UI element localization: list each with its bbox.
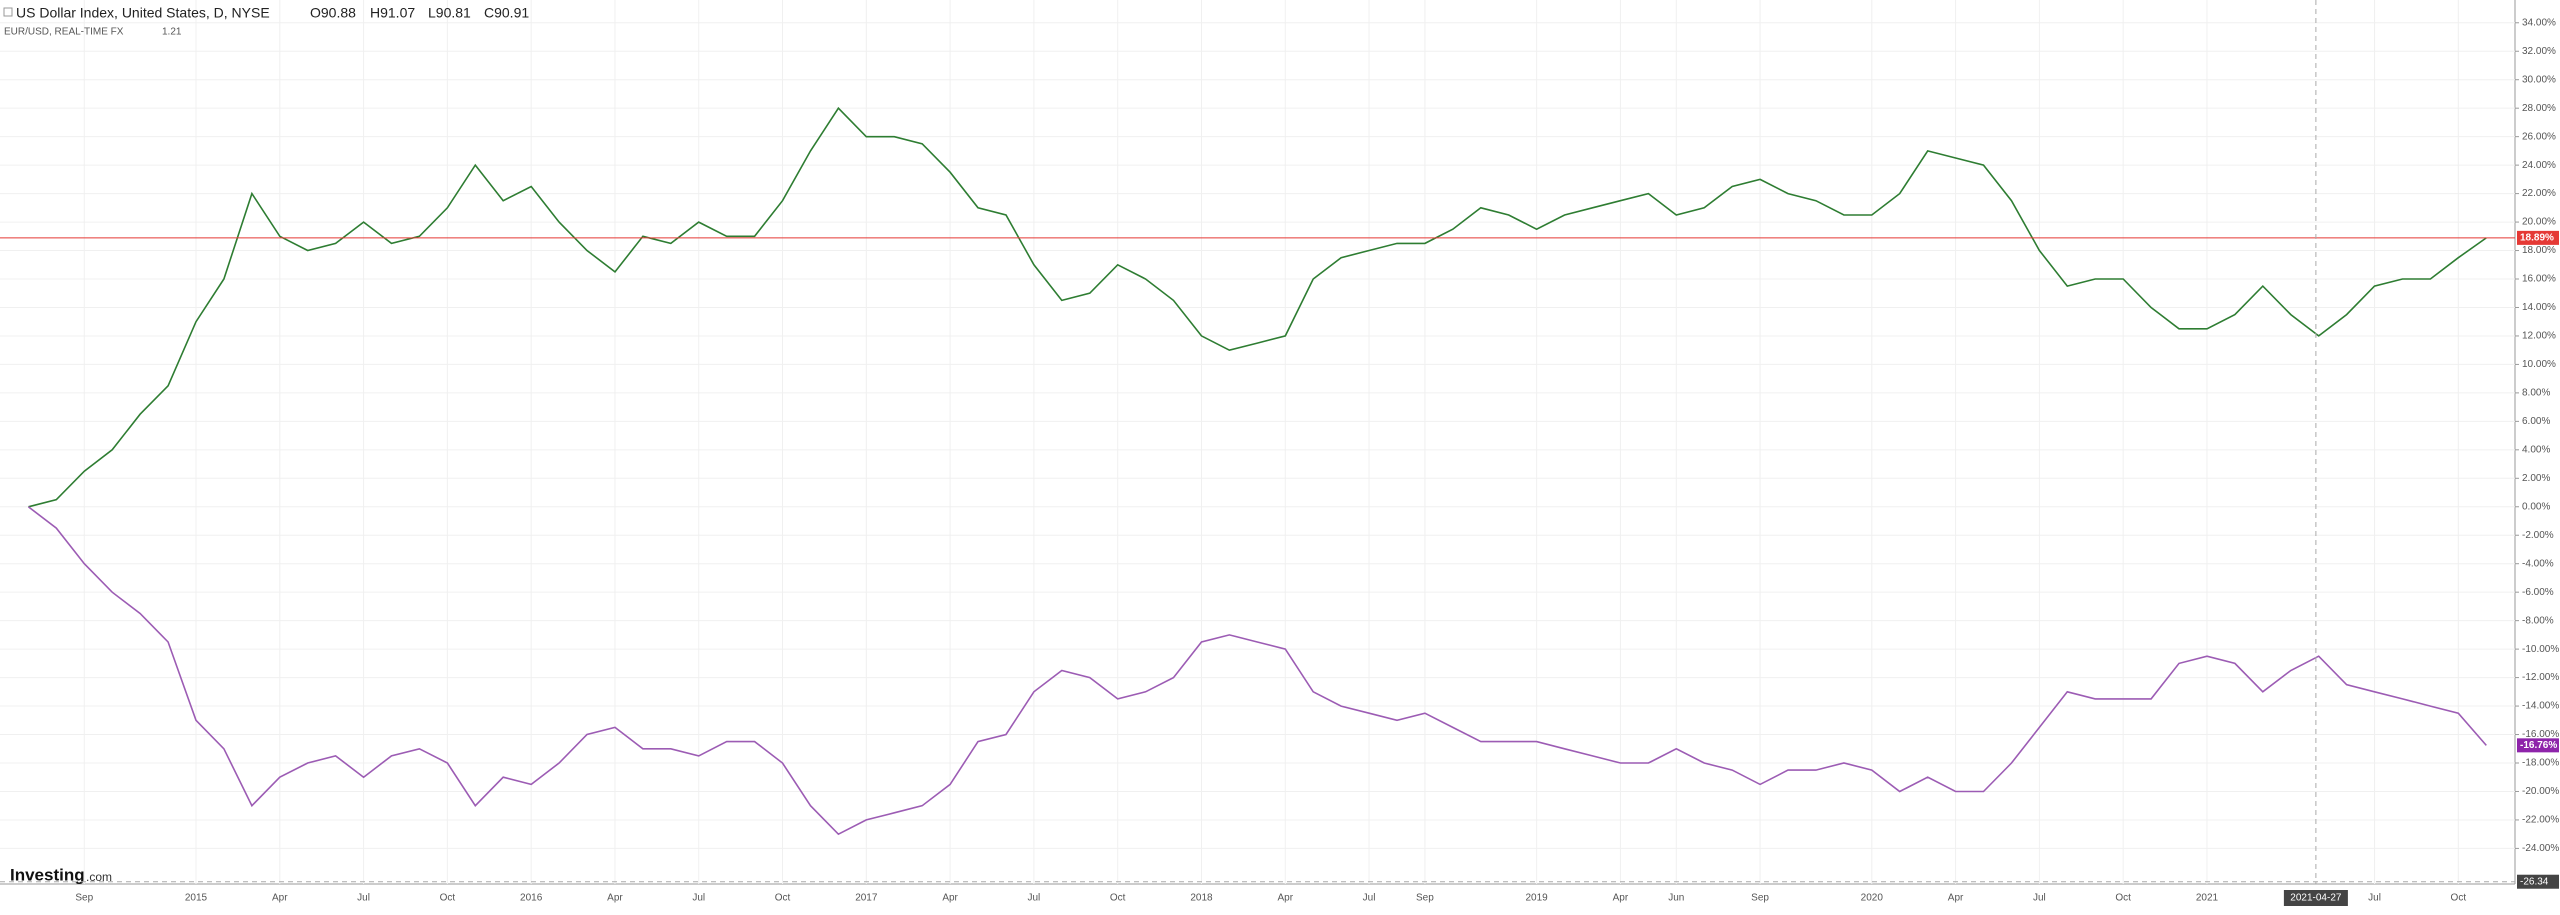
x-tick-label: Apr: [1277, 893, 1293, 904]
x-tick-label: 2019: [1526, 893, 1549, 904]
x-tick-label: Jul: [2368, 893, 2381, 904]
collapse-icon[interactable]: [3, 7, 13, 17]
y-tick-label: 20.00%: [2522, 217, 2556, 228]
series-line: [27, 506, 2487, 836]
x-tick-label: Jul: [357, 893, 370, 904]
y-tick-label: -2.00%: [2522, 530, 2554, 541]
ohlc-high: H91.07: [370, 5, 415, 21]
last-value-label: 18.89%: [2520, 233, 2554, 244]
ohlc-open: O90.88: [310, 5, 356, 21]
x-tick-label: Apr: [1613, 893, 1629, 904]
legend: US Dollar Index, United States, D, NYSE …: [3, 5, 529, 38]
x-tick-label: Oct: [1110, 893, 1126, 904]
x-tick-label: 2020: [1861, 893, 1884, 904]
x-tick-label: Oct: [440, 893, 456, 904]
x-tick-label: Oct: [2451, 893, 2467, 904]
x-tick-label: Apr: [272, 893, 288, 904]
x-tick-label: Jul: [1028, 893, 1041, 904]
y-tick-label: 12.00%: [2522, 331, 2556, 342]
y-tick-label: 28.00%: [2522, 103, 2556, 114]
y-tick-label: -6.00%: [2522, 587, 2554, 598]
plot: [27, 106, 2487, 836]
compare-name: EUR/USD, REAL-TIME FX: [4, 27, 124, 38]
y-tick-label: 14.00%: [2522, 302, 2556, 313]
x-tick-label: Oct: [2115, 893, 2131, 904]
y-tick-label: 16.00%: [2522, 274, 2556, 285]
x-tick-label: Jul: [2033, 893, 2046, 904]
grid: [0, 0, 2515, 884]
compare-value: 1.21: [162, 27, 182, 38]
y-tick-label: 18.00%: [2522, 245, 2556, 256]
y-tick-label: 32.00%: [2522, 46, 2556, 57]
series-line: [28, 106, 2487, 508]
logo: Investing .com: [10, 865, 112, 884]
y-tick-label: 30.00%: [2522, 74, 2556, 85]
logo-suffix: .com: [86, 870, 112, 884]
y-tick-label: -18.00%: [2522, 758, 2559, 769]
y-tick-label: 22.00%: [2522, 188, 2556, 199]
x-tick-label: 2018: [1190, 893, 1213, 904]
y-tick-label: -8.00%: [2522, 615, 2554, 626]
y-tick-label: 0.00%: [2522, 501, 2550, 512]
chart-title: US Dollar Index, United States, D, NYSE: [16, 5, 270, 21]
x-tick-label: Oct: [775, 893, 791, 904]
x-tick-label: Jun: [1668, 893, 1684, 904]
crosshair-y-label: -26.34: [2520, 876, 2549, 887]
y-tick-label: 34.00%: [2522, 17, 2556, 28]
logo-name: Investing: [10, 865, 85, 884]
last-value-box: [2517, 230, 2559, 245]
ohlc-low: L90.81: [428, 5, 471, 21]
last-value-label: -16.76%: [2520, 740, 2557, 751]
x-tick-label: 2017: [855, 893, 878, 904]
x-tick-label: Sep: [75, 893, 93, 904]
x-tick-label: Apr: [607, 893, 623, 904]
crosshair-y-box: [2517, 874, 2559, 889]
crosshair-x-label: 2021-04-27: [2290, 893, 2342, 904]
y-tick-label: 26.00%: [2522, 131, 2556, 142]
y-tick-label: -4.00%: [2522, 558, 2554, 569]
y-tick-label: -22.00%: [2522, 815, 2559, 826]
y-tick-label: 10.00%: [2522, 359, 2556, 370]
y-tick-label: -24.00%: [2522, 843, 2559, 854]
x-tick-label: Apr: [1948, 893, 1964, 904]
y-tick-label: 8.00%: [2522, 388, 2550, 399]
x-tick-label: 2015: [185, 893, 208, 904]
y-tick-label: 2.00%: [2522, 473, 2550, 484]
x-tick-label: 2021: [2196, 893, 2219, 904]
y-tick-label: -12.00%: [2522, 672, 2559, 683]
y-tick-label: 24.00%: [2522, 160, 2556, 171]
last-value-box: [2517, 738, 2559, 753]
y-tick-label: -14.00%: [2522, 701, 2559, 712]
y-tick-label: -20.00%: [2522, 786, 2559, 797]
y-tick-label: 6.00%: [2522, 416, 2550, 427]
y-tick-label: -10.00%: [2522, 644, 2559, 655]
x-tick-label: 2016: [520, 893, 543, 904]
x-tick-label: Sep: [1416, 893, 1434, 904]
ohlc-close: C90.91: [484, 5, 529, 21]
y-tick-label: 4.00%: [2522, 444, 2550, 455]
x-tick-label: Jul: [692, 893, 705, 904]
y-tick-label: -16.00%: [2522, 729, 2559, 740]
x-tick-label: Jul: [1363, 893, 1376, 904]
x-tick-label: Apr: [942, 893, 958, 904]
x-tick-label: Sep: [1751, 893, 1769, 904]
crosshair-x-box: [2283, 890, 2348, 906]
